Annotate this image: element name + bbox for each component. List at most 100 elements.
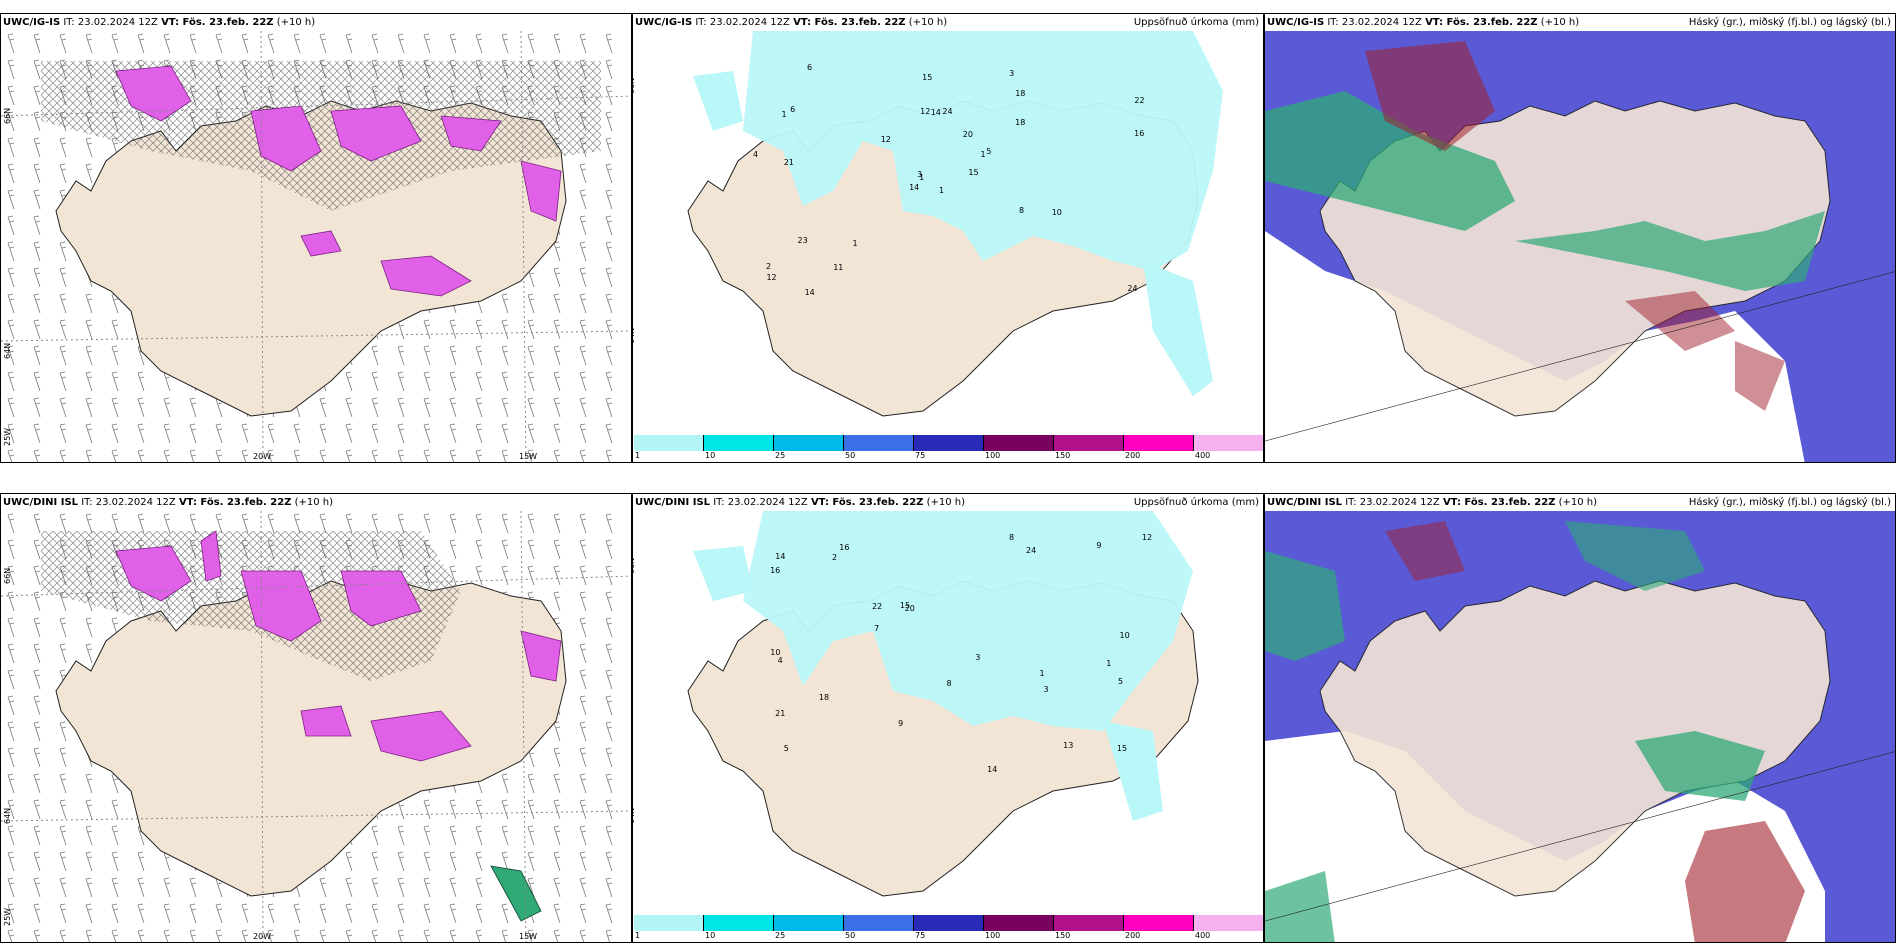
- precip-value-label: 1: [852, 238, 858, 248]
- precip-value-label: 18: [818, 692, 830, 702]
- precip-value-label: 15: [922, 72, 933, 82]
- colorbar-swatch: [774, 915, 844, 931]
- colorbar-label: 400: [1195, 451, 1211, 460]
- colorbar-swatch: [984, 435, 1054, 451]
- colorbar-swatch: [634, 915, 704, 931]
- precip-map: 1 1 5 16 20 13 21 24 22 14 16 10 14 15 9 10 8 3 15 18 12 9 7 5 8…: [633, 511, 1263, 917]
- colorbar-swatch: [1054, 915, 1124, 931]
- panel-clouds-dini: UWC/DINI ISL IT: 23.02.2024 12Z VT: Fös.…: [1264, 493, 1896, 943]
- precip-value-label: 24: [942, 107, 953, 117]
- precip-value-label: 3: [1009, 69, 1015, 79]
- lat-label-64: 64N: [3, 342, 12, 359]
- lat-label-25w: 25W: [3, 427, 12, 446]
- precip-value-label: 16: [839, 543, 850, 553]
- colorbar-swatch: [1194, 435, 1263, 451]
- precip-value-label: 14: [987, 764, 998, 774]
- panel-header: UWC/DINI ISL IT: 23.02.2024 12Z VT: Fös.…: [1, 494, 631, 511]
- colorbar-label: 200: [1125, 931, 1141, 940]
- colorbar-label: 25: [775, 931, 786, 940]
- precip-value-label: 3: [917, 169, 923, 179]
- precip-value-label: 10: [770, 648, 781, 658]
- precip-value-label: 3: [1043, 684, 1049, 694]
- panel-precip-igis: UWC/IG-IS IT: 23.02.2024 12Z VT: Fös. 23…: [632, 13, 1264, 463]
- precip-value-label: 21: [783, 157, 794, 167]
- colorbar-label: 100: [985, 451, 1001, 460]
- precip-value-label: 22: [871, 602, 883, 612]
- precip-value-label: 1: [980, 149, 986, 159]
- precip-value-label: 1: [781, 109, 787, 119]
- lon-label-15w: 15W: [519, 452, 538, 461]
- precip-value-label: 6: [807, 63, 813, 73]
- panel-header: UWC/DINI ISL IT: 23.02.2024 12Z VT: Fös.…: [1265, 494, 1895, 511]
- precip-value-label: 6: [790, 104, 796, 114]
- precip-map: 1 1 1 2 1 1 3 24 18 15 6 24 21 22 14 18 14 12 20 23 12 12 11 14…: [633, 31, 1263, 437]
- precip-value-label: 14: [930, 107, 941, 117]
- precip-value-label: 12: [920, 106, 931, 116]
- lat-label-66: 66N: [632, 557, 636, 574]
- precip-value-label: 15: [968, 167, 979, 177]
- colorbar-swatch: [984, 915, 1054, 931]
- panel-header: UWC/DINI ISL IT: 23.02.2024 12Z VT: Fös.…: [633, 494, 1263, 511]
- panel-wind-snow-dini: UWC/DINI ISL IT: 23.02.2024 12Z VT: Fös.…: [0, 493, 632, 943]
- colorbar-label: 1: [635, 931, 641, 940]
- precip-labels: 1 1 1 2 1 1 3 24 18 15 6 24 21 22 14 18 14 12 20 23 12 12 11 14…: [633, 31, 1263, 437]
- colorbar-swatch: [774, 435, 844, 451]
- colorbar-label: 50: [845, 451, 856, 460]
- lon-label-20w: 20W: [253, 932, 272, 941]
- precip-value-label: 8: [946, 679, 952, 689]
- precip-value-label: 5: [783, 743, 789, 753]
- colorbar-swatch: [914, 915, 984, 931]
- lat-label-66: 66N: [3, 107, 12, 124]
- precip-value-label: 15: [1116, 743, 1128, 753]
- precip-value-label: 8: [1008, 533, 1015, 543]
- precip-value-label: 1: [1106, 659, 1112, 669]
- panel-header: UWC/IG-IS IT: 23.02.2024 12Z VT: Fös. 23…: [633, 14, 1263, 31]
- colorbar-swatch: [704, 915, 774, 931]
- panel-header: UWC/IG-IS IT: 23.02.2024 12Z VT: Fös. 23…: [1, 14, 631, 31]
- precip-value-label: 24: [1026, 545, 1037, 555]
- colorbar-label: 150: [1055, 451, 1071, 460]
- precip-value-label: 7: [874, 623, 880, 633]
- cloud-map: [1265, 31, 1895, 462]
- precip-value-label: 9: [1096, 541, 1102, 551]
- colorbar-swatch: [634, 435, 704, 451]
- lat-label-64: 64N: [632, 807, 636, 824]
- precip-value-label: 12: [1141, 532, 1153, 542]
- colorbar-swatch: [1124, 435, 1194, 451]
- panel-wind-snow-igis: UWC/IG-IS IT: 23.02.2024 12Z VT: Fös. 23…: [0, 13, 632, 463]
- precip-value-label: 20: [904, 603, 915, 613]
- lon-label-20w: 20W: [253, 452, 272, 461]
- wind-snow-map: [1, 511, 631, 942]
- colorbar-label: 10: [705, 451, 716, 460]
- precip-value-label: 14: [909, 183, 920, 193]
- colorbar-label: 25: [775, 451, 786, 460]
- precip-value-label: 9: [898, 718, 904, 728]
- precip-value-label: 12: [880, 135, 891, 144]
- lat-label-64: 64N: [3, 807, 12, 824]
- colorbar-label: 100: [985, 931, 1001, 940]
- precip-value-label: 13: [1063, 740, 1074, 750]
- precip-value-label: 10: [1051, 207, 1062, 217]
- precip-value-label: 8: [1018, 206, 1025, 216]
- precip-value-label: 2: [832, 552, 838, 562]
- lat-label-64: 64N: [632, 327, 636, 344]
- precip-colorbar: 1 10 25 50 75 100 150 200 400: [633, 915, 1263, 942]
- colorbar-swatch: [844, 915, 914, 931]
- precip-value-label: 5: [986, 147, 992, 157]
- colorbar-label: 200: [1125, 451, 1141, 460]
- lat-label-66: 66N: [632, 77, 636, 94]
- precip-value-label: 4: [753, 149, 759, 159]
- colorbar-swatch: [1194, 915, 1263, 931]
- precip-value-label: 18: [1015, 118, 1026, 128]
- precip-value-label: 5: [1118, 676, 1124, 686]
- precip-value-label: 1: [1039, 669, 1045, 679]
- precip-colorbar: 1 10 25 50 75 100 150 200 400: [633, 435, 1263, 462]
- precip-value-label: 21: [775, 708, 786, 718]
- colorbar-label: 50: [845, 931, 856, 940]
- precip-value-label: 14: [804, 287, 815, 297]
- colorbar-swatch: [1054, 435, 1124, 451]
- lon-label-15w: 15W: [519, 932, 538, 941]
- precip-value-label: 12: [766, 273, 777, 283]
- colorbar-swatch: [1124, 915, 1194, 931]
- colorbar-swatch: [704, 435, 774, 451]
